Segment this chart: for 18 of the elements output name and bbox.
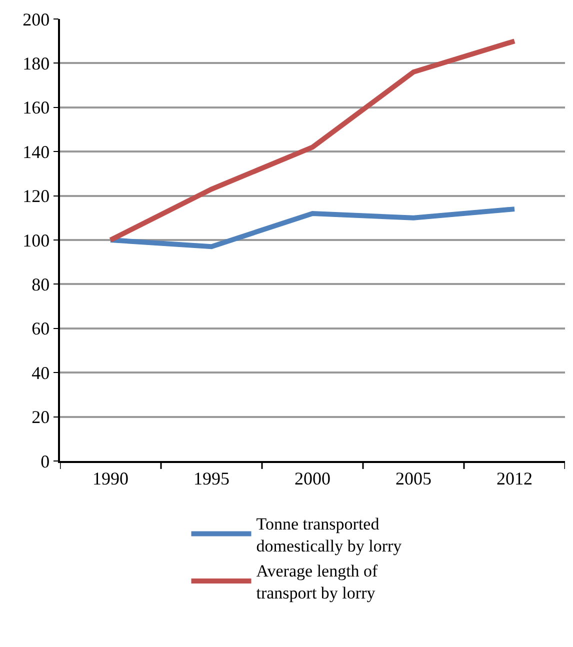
x-tick-label: 2000	[294, 468, 330, 488]
y-tick-label: 160	[22, 98, 50, 118]
y-tick-label: 100	[22, 230, 50, 250]
y-tick-label: 120	[22, 186, 50, 206]
x-tick-label: 1995	[194, 468, 230, 488]
x-tick-label: 1990	[92, 468, 128, 488]
y-tick-label: 20	[32, 407, 50, 428]
legend-label: Tonne transported domestically by lorry	[256, 514, 402, 556]
y-tick-label: 180	[22, 54, 50, 74]
x-tick-label: 2005	[396, 468, 432, 488]
legend-label: Average length of transport by lorry	[256, 562, 378, 603]
x-tick-label: 2012	[496, 468, 532, 488]
y-tick-label: 0	[40, 451, 50, 472]
y-tick-label: 40	[32, 362, 50, 383]
y-tick-label: 200	[22, 9, 50, 30]
y-tick-label: 140	[22, 142, 50, 162]
y-tick-label: 80	[32, 274, 50, 294]
y-tick-label: 60	[32, 318, 50, 339]
